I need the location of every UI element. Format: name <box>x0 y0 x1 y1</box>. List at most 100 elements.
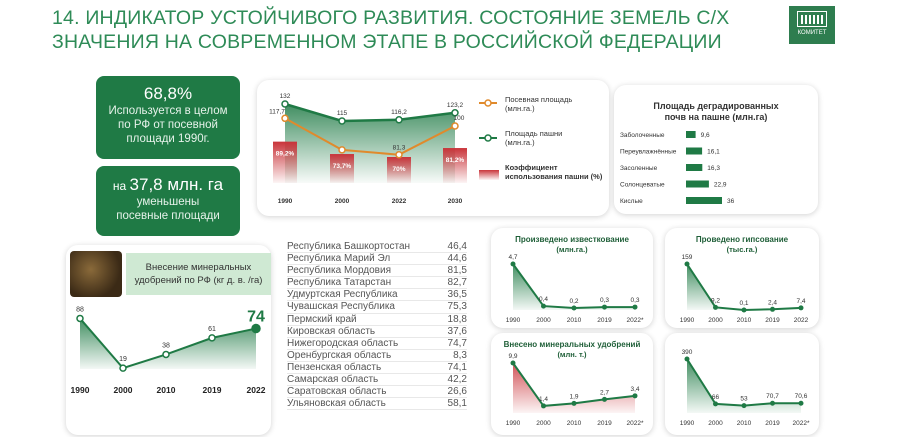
region-name: Ульяновская область <box>287 398 386 410</box>
region-value: 82,7 <box>447 277 467 289</box>
small-chart-subtitle: (тыс.га.) <box>727 245 758 254</box>
region-row: Самарская область 42,2 <box>287 374 467 387</box>
legend-arable-text-2: (млн.га.) <box>505 138 535 147</box>
small-value-label: 0,3 <box>600 297 609 304</box>
region-row: Нижегородская область 74,7 <box>287 338 467 350</box>
small-point <box>510 261 516 267</box>
small-value-label: 1,9 <box>569 393 578 400</box>
liming-chart: Произведено известкование(млн.га.) 4,7 199… <box>506 235 644 324</box>
region-value: 44,6 <box>447 253 467 265</box>
legend-sown-text-2: (млн.га.) <box>505 104 535 113</box>
region-row: Удмуртская Республика 36,5 <box>287 289 467 302</box>
small-x-label: 2010 <box>567 317 582 324</box>
small-value-label: 2,7 <box>600 389 609 396</box>
coef-bar <box>387 157 411 183</box>
small-area <box>513 264 635 310</box>
fertilizer-photo <box>70 251 122 297</box>
sown-point <box>338 146 346 154</box>
region-row: Пермский край 18,8 <box>287 314 467 326</box>
region-row: Республика Татарстан 82,7 <box>287 277 467 290</box>
fert-point <box>162 350 170 359</box>
degraded-value-label: 16,3 <box>707 165 720 172</box>
degraded-title-2: почв на пашне (млн.га) <box>665 112 768 122</box>
combo-x-label: 2000 <box>335 198 350 205</box>
small-x-label: 2022 <box>794 317 809 324</box>
title-line-1: 14. ИНДИКАТОР УСТОЙЧИВОГО РАЗВИТИЯ. СОСТ… <box>52 7 730 29</box>
region-value: 46,4 <box>447 241 467 252</box>
fert-x-label: 1990 <box>71 385 90 395</box>
region-value: 37,6 <box>447 325 467 337</box>
region-value: 42,2 <box>447 374 467 386</box>
decrease-prefix: на <box>112 179 130 193</box>
usage-desc-1: Используется в целом <box>108 105 228 117</box>
small-x-label: 1990 <box>506 317 521 324</box>
small-value-label: 2,4 <box>768 299 777 306</box>
combo-legend: Посевная площадь (млн.га.) Площадь пашни… <box>479 95 603 181</box>
coef-label: 73,7% <box>333 163 352 170</box>
mineral-fertilizer-card: Внесено минеральных удобрений (млн. т.) 9,… <box>491 333 653 435</box>
decrease-desc-1: уменьшены <box>136 196 200 208</box>
sown-point <box>281 114 289 123</box>
region-name: Пермский край <box>287 313 357 325</box>
region-name: Самарская область <box>287 374 379 386</box>
combo-x-label: 2022 <box>392 198 407 205</box>
small-point <box>684 356 690 362</box>
small-x-label: 2019 <box>597 317 612 324</box>
region-value: 74,7 <box>447 337 467 349</box>
fertilizer-title-box: Внесение минеральных удобрений по РФ (кг… <box>126 253 271 295</box>
region-value: 74,1 <box>447 361 467 373</box>
legend-coef-text-1: Коэффициент <box>505 163 558 172</box>
region-name: Республика Башкортостан <box>287 241 411 252</box>
arable-value-label: 132 <box>280 93 291 100</box>
small-x-label: 2010 <box>737 317 752 324</box>
region-row: Оренбургская область 8,3 <box>287 350 467 362</box>
small-x-label: 2019 <box>597 420 612 427</box>
arable-point <box>281 100 289 108</box>
decrease-stat-box: на 37,8 млн. га уменьшены посевные площа… <box>96 166 240 236</box>
small-x-label: 2019 <box>765 317 780 324</box>
small-value-label: 0,2 <box>569 298 578 305</box>
mineral-fertilizer-chart: Внесено минеральных удобрений(млн. т.) 9,… <box>504 340 644 427</box>
small-value-label: 390 <box>682 349 693 356</box>
coef-label: 70% <box>392 166 405 173</box>
small-chart-title: Проведено гипсование <box>696 235 789 244</box>
title-line-2: ЗНАЧЕНИЯ НА СОВРЕМЕННОМ ЭТАПЕ В РОССИЙСК… <box>52 31 722 53</box>
sown-value-label: 81,3 <box>393 145 406 152</box>
degraded-category: Засоленные <box>620 165 658 172</box>
small-point <box>798 305 804 311</box>
legend-sown-text-1: Посевная площадь <box>505 95 572 104</box>
usage-stat-box: 68,8% Используется в целом по РФ от посе… <box>96 76 240 159</box>
small-point <box>541 303 546 309</box>
small-area <box>687 359 801 413</box>
small-point <box>510 360 516 366</box>
fert-x-label: 2000 <box>114 385 133 395</box>
small-x-label: 2000 <box>708 420 723 427</box>
legend-arable-text-1: Площадь пашни <box>505 129 562 138</box>
fert-x-label: 2010 <box>157 385 176 395</box>
small-x-label: 1990 <box>506 420 521 427</box>
small-point <box>684 261 690 267</box>
region-value: 8,3 <box>453 349 467 361</box>
degraded-bar <box>686 197 722 204</box>
legend-arable-marker <box>484 134 492 142</box>
small-point <box>713 401 718 407</box>
fert-point <box>119 364 127 372</box>
small-chart-title: Произведено известкование <box>515 235 629 244</box>
degraded-value-label: 16,1 <box>707 149 720 156</box>
fert-point <box>76 314 84 323</box>
degraded-category: Заболоченные <box>620 131 665 139</box>
region-row: Кировская область 37,6 <box>287 326 467 338</box>
small-value-label: 3,4 <box>630 386 639 393</box>
usage-desc-2: по РФ от посевной <box>118 119 218 131</box>
coef-bar <box>443 148 467 183</box>
sown-value-label: 117,7 <box>269 108 285 115</box>
region-value: 81,5 <box>447 265 467 277</box>
page-title: 14. ИНДИКАТОР УСТОЙЧИВОГО РАЗВИТИЯ. СОСТ… <box>52 6 792 54</box>
arable-value-label: 116,2 <box>391 109 407 116</box>
small-value-label: 1,4 <box>539 396 548 403</box>
small-point <box>798 400 804 406</box>
small-point <box>632 304 638 310</box>
sown-line <box>284 117 456 156</box>
region-name: Республика Татарстан <box>287 277 392 289</box>
combo-x-label: 1990 <box>278 198 293 205</box>
